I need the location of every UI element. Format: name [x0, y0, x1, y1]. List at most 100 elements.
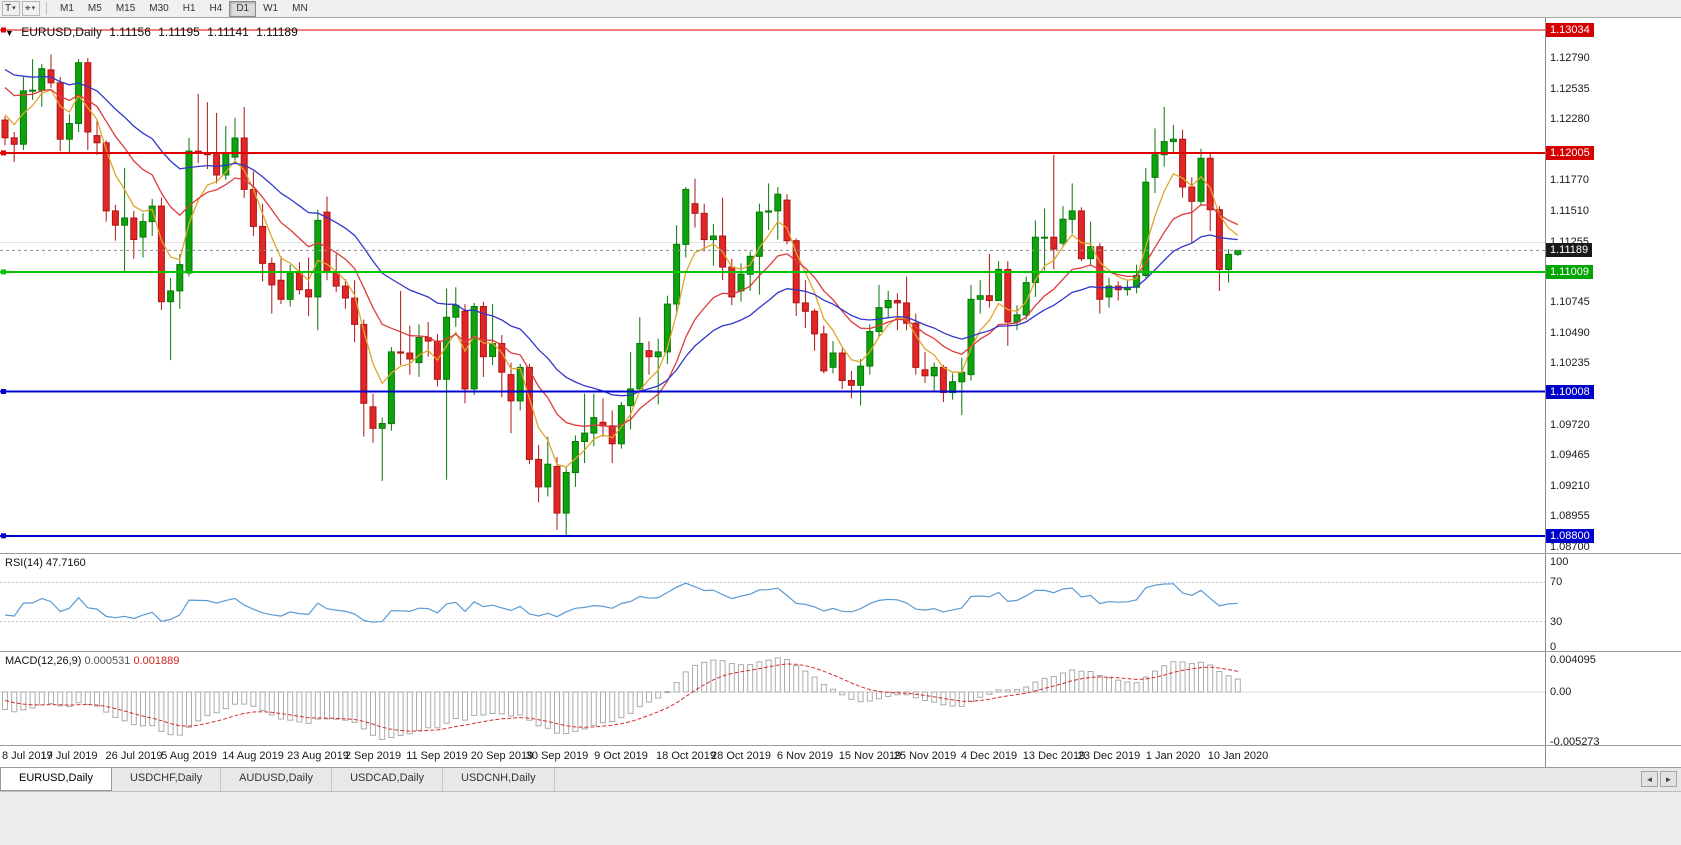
candle: [203, 102, 211, 170]
chart-tab-eurusd[interactable]: EURUSD,Daily: [0, 768, 112, 791]
date-label: 8 Jul 2019: [2, 750, 53, 762]
text-tool-button[interactable]: T ▾: [2, 1, 20, 16]
price-tick: 1.09465: [1550, 449, 1590, 461]
candle: [360, 319, 368, 437]
timeframe-button-m5[interactable]: M5: [81, 1, 109, 17]
candle: [1188, 177, 1196, 244]
date-label: 2 Sep 2019: [344, 750, 402, 762]
price-tick: 1.09720: [1550, 419, 1590, 431]
crosshair-icon: ⌖: [25, 2, 31, 14]
candle: [1142, 167, 1150, 278]
candle: [765, 183, 773, 230]
price-axis[interactable]: 1.12790 1.12535 1.12280 1.11770 1.11510 1.112…: [1545, 18, 1681, 767]
candle: [65, 114, 73, 153]
date-label: 28 Oct 2019: [711, 750, 771, 762]
timeframe-button-m15[interactable]: M15: [109, 1, 142, 17]
line-anchor-marker[interactable]: [1, 533, 6, 539]
timeframe-button-d1[interactable]: D1: [229, 0, 257, 17]
candle: [525, 363, 533, 465]
chart-tab-usdcnh[interactable]: USDCNH,Daily: [443, 768, 555, 791]
candle: [544, 436, 552, 497]
candle: [1031, 220, 1039, 297]
timeframe-button-mn[interactable]: MN: [285, 1, 315, 17]
candle: [84, 58, 92, 150]
price-chart[interactable]: [0, 18, 1545, 553]
panel-separator[interactable]: [0, 651, 1681, 652]
date-label: 23 Aug 2019: [287, 750, 349, 762]
line-anchor-marker[interactable]: [1, 389, 6, 394]
timeframe-button-h4[interactable]: H4: [203, 1, 230, 17]
candle: [801, 280, 809, 328]
date-label: 6 Nov 2019: [776, 750, 834, 762]
rsi-line: [4, 582, 1238, 623]
candle: [783, 194, 791, 245]
candle: [875, 284, 883, 338]
date-label: 30 Sep 2019: [525, 750, 589, 762]
line-anchor-marker[interactable]: [1, 269, 6, 275]
candle: [645, 341, 653, 375]
candle: [305, 257, 313, 316]
chart-tabs: EURUSD,Daily USDCHF,Daily AUDUSD,Daily USDC…: [0, 768, 1681, 791]
macd-indicator-chart[interactable]: [0, 651, 1545, 745]
candle: [1215, 206, 1223, 291]
candle: [967, 284, 975, 381]
crosshair-tool-button[interactable]: ⌖ ▾: [22, 1, 40, 16]
candle: [295, 262, 303, 295]
line-anchor-marker[interactable]: [1, 150, 6, 156]
candle: [1114, 281, 1122, 301]
price-tick: 1.10490: [1550, 327, 1590, 339]
date-axis[interactable]: 8 Jul 2019 17 Jul 2019 26 Jul 2019 5 Aug 20…: [0, 745, 1545, 767]
date-label: 23 Dec 2019: [1077, 750, 1141, 762]
rsi-tick: 100: [1550, 556, 1569, 568]
ohlc-low: 1.11141: [207, 25, 249, 39]
price-line-label: 1.13034: [1546, 23, 1594, 37]
candle: [415, 324, 423, 377]
tab-scroll-right-icon[interactable]: ►: [1660, 771, 1677, 787]
candle: [38, 63, 46, 107]
candle: [231, 117, 239, 165]
candle: [470, 302, 478, 395]
candle: [1169, 124, 1177, 153]
candle: [599, 398, 607, 437]
chart-tab-usdcad[interactable]: USDCAD,Daily: [332, 768, 444, 791]
macd-main-value: 0.000531: [84, 655, 131, 667]
one-click-trading-arrow[interactable]: ▼: [5, 28, 14, 38]
candle: [755, 203, 763, 295]
candle: [663, 295, 671, 364]
candle: [921, 351, 929, 383]
price-line-label: 1.10008: [1546, 385, 1594, 399]
price-tick: 1.12790: [1550, 52, 1590, 64]
macd-indicator-header: MACD(12,26,9) 0.000531 0.001889: [5, 655, 179, 667]
date-label: 10 Jan 2020: [1207, 750, 1269, 762]
candle: [1151, 128, 1159, 193]
price-tick: 1.12280: [1550, 113, 1590, 125]
timeframe-button-m30[interactable]: M30: [142, 1, 175, 17]
candle: [939, 365, 947, 402]
date-label: 26 Jul 2019: [105, 750, 163, 762]
candle: [121, 167, 129, 272]
candle: [489, 304, 497, 365]
status-bar: [0, 791, 1681, 845]
date-label: 25 Nov 2019: [893, 750, 957, 762]
chart-tab-audusd[interactable]: AUDUSD,Daily: [221, 768, 333, 791]
chart-tab-usdchf[interactable]: USDCHF,Daily: [111, 768, 222, 791]
rsi-tick: 0: [1550, 641, 1557, 653]
timeframe-button-m1[interactable]: M1: [53, 1, 81, 17]
timeframe-button-w1[interactable]: W1: [256, 1, 285, 17]
candle: [507, 362, 515, 434]
line-anchor-marker[interactable]: [1, 27, 6, 33]
toolbar-separator: [46, 2, 47, 15]
ma-line-ema26: [4, 68, 1238, 397]
tab-scroll-left-icon[interactable]: ◄: [1641, 771, 1658, 787]
candle: [1179, 129, 1187, 198]
candle: [912, 313, 920, 375]
candle: [47, 54, 55, 88]
timeframe-button-h1[interactable]: H1: [176, 1, 203, 17]
macd-signal-value: 0.001889: [133, 655, 180, 667]
candle: [893, 293, 901, 331]
price-tick: 1.11510: [1550, 205, 1589, 217]
panel-separator[interactable]: [0, 553, 1681, 554]
rsi-indicator-chart[interactable]: [0, 553, 1545, 651]
candle: [176, 253, 184, 309]
text-tool-label: T: [5, 2, 12, 14]
